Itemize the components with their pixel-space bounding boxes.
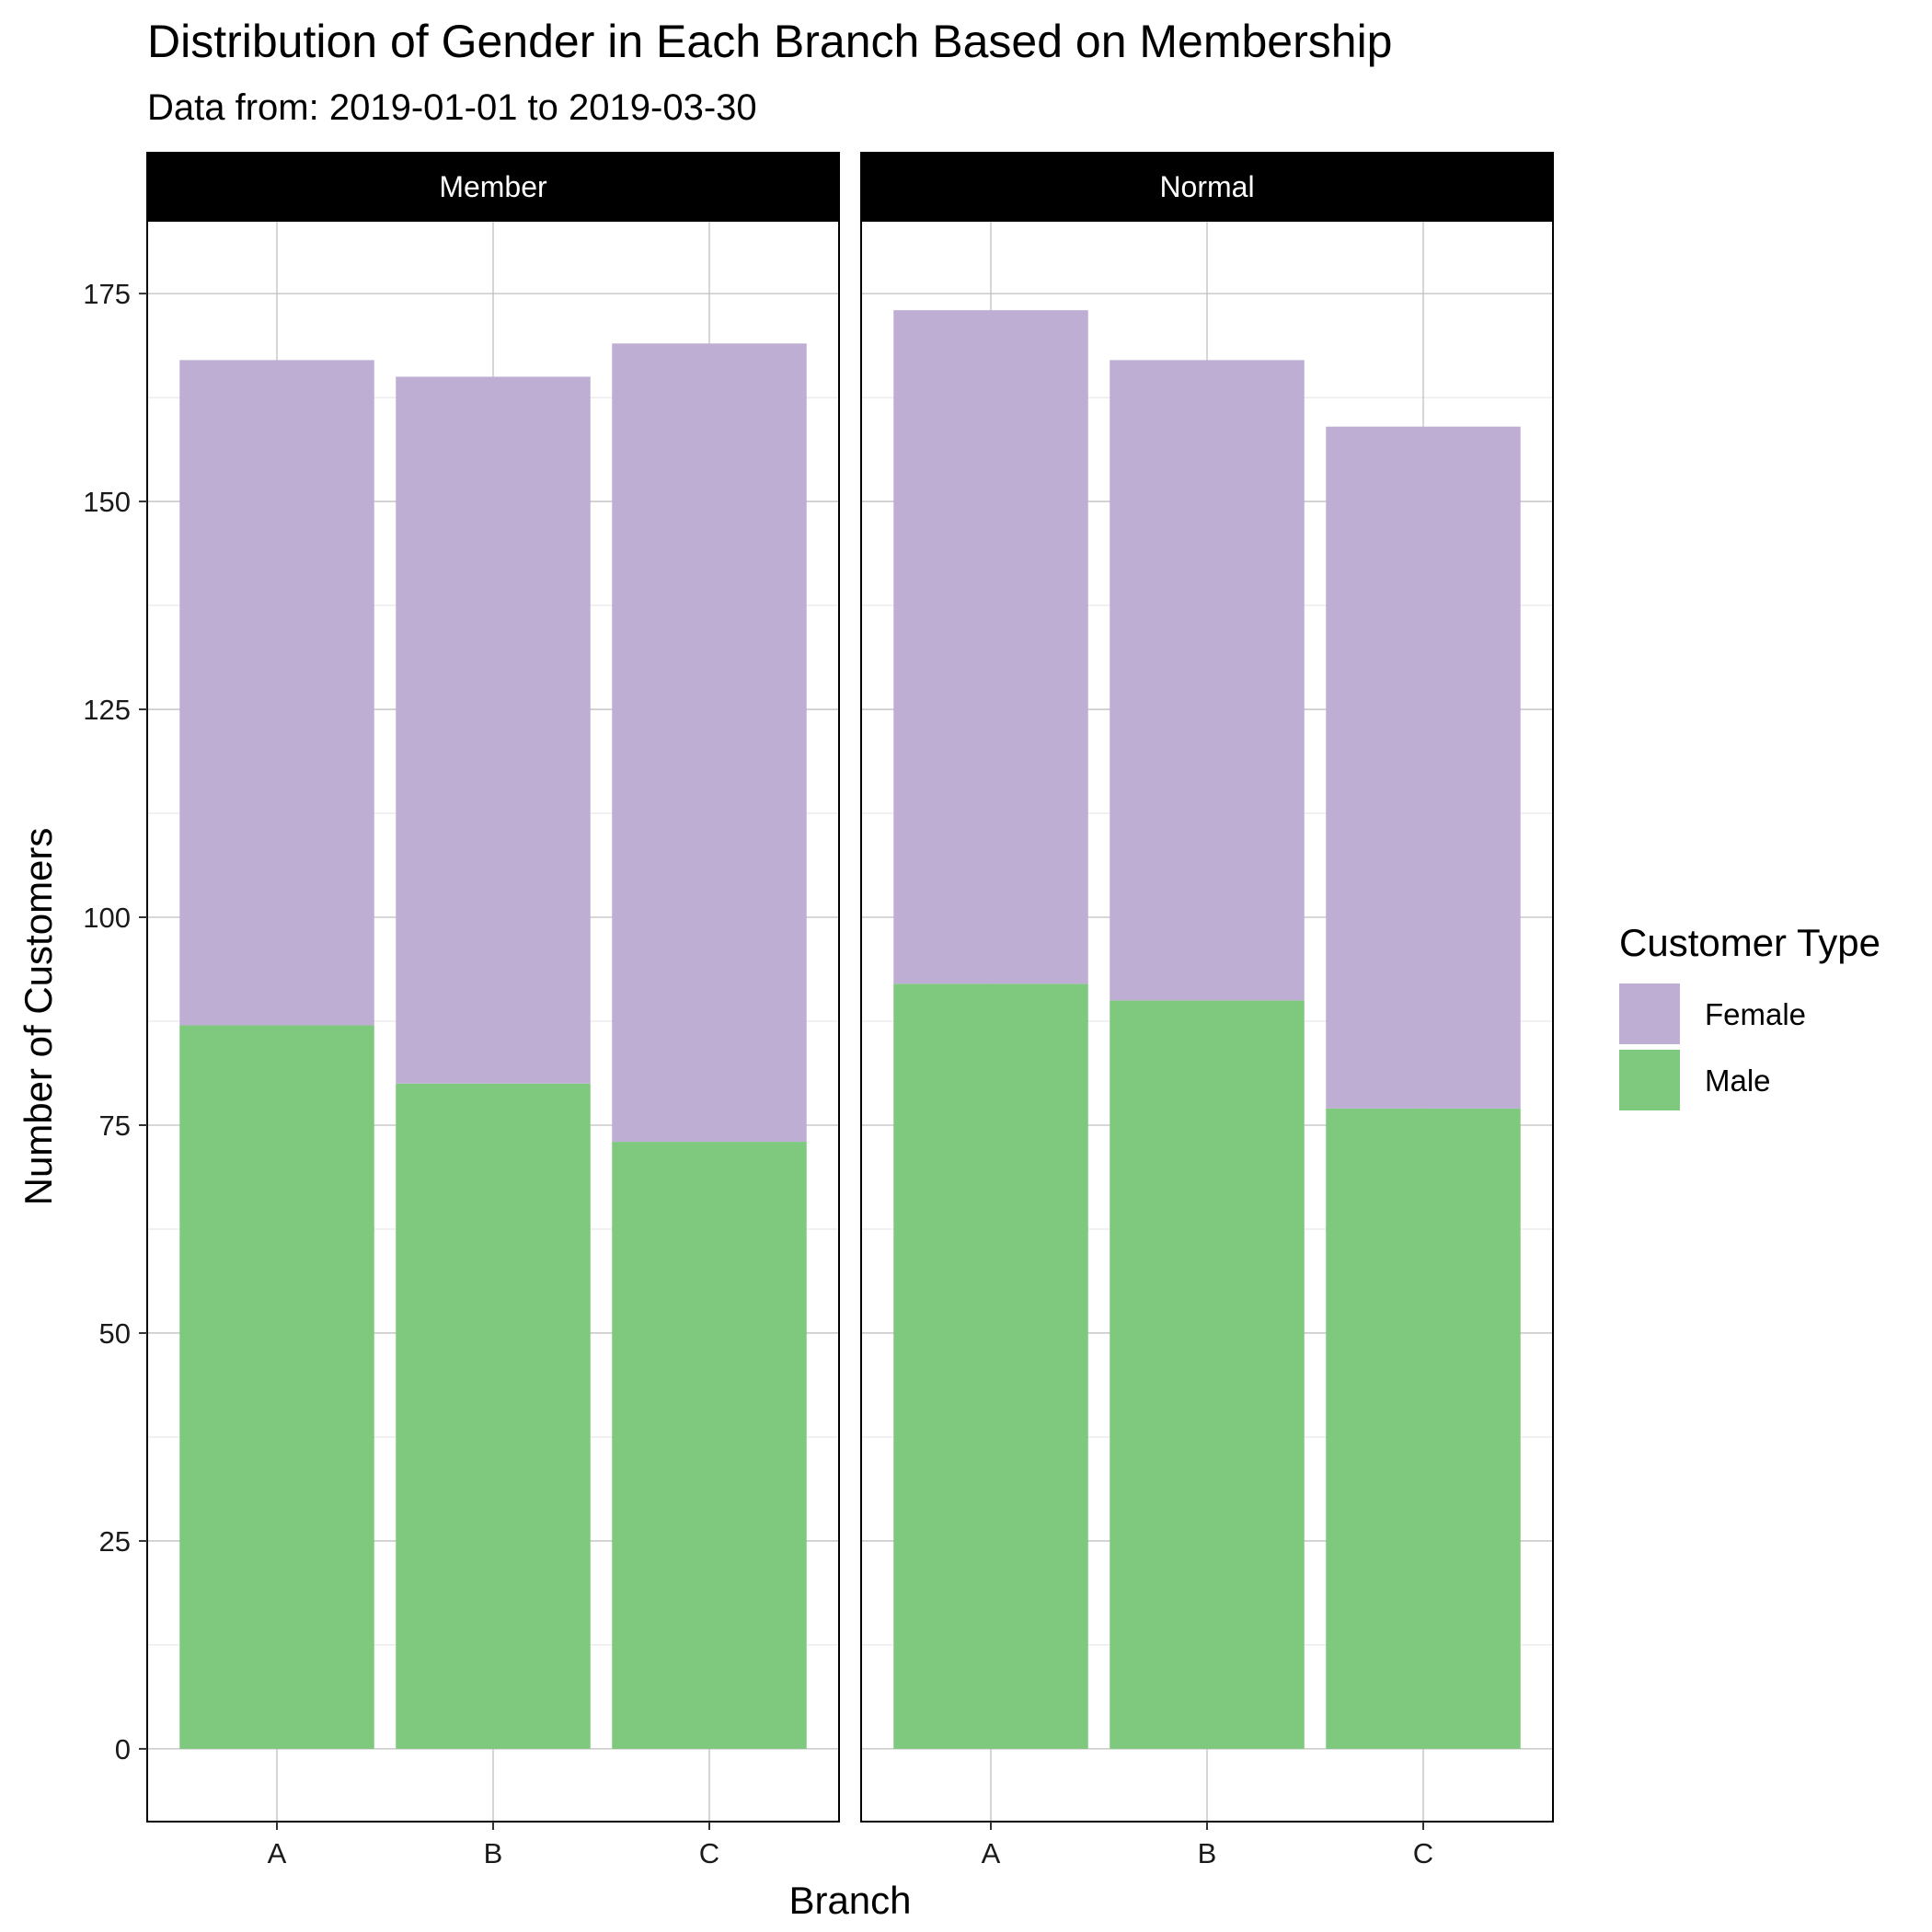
legend-label-female: Female	[1705, 997, 1806, 1031]
y-tick-label: 50	[99, 1317, 131, 1350]
chart-title: Distribution of Gender in Each Branch Ba…	[147, 16, 1393, 67]
legend-swatch-male	[1619, 1050, 1680, 1110]
bar-male-member-b	[396, 1083, 591, 1749]
y-tick-label: 0	[115, 1733, 131, 1765]
bar-female-normal-c	[1326, 426, 1521, 1109]
x-tick-label: C	[699, 1837, 719, 1869]
legend-swatch-female	[1619, 983, 1680, 1044]
bar-male-member-a	[179, 1025, 374, 1749]
legend: Customer Type Female Male	[1619, 921, 1880, 1110]
y-axis: 0 25 50 75 100 125 150 175	[83, 278, 147, 1765]
y-tick-label: 150	[83, 486, 131, 518]
x-tick-label: C	[1413, 1837, 1433, 1869]
x-tick-label: A	[982, 1837, 1001, 1869]
legend-label-male: Male	[1705, 1064, 1771, 1098]
bar-female-normal-b	[1110, 360, 1305, 1001]
y-tick-label: 25	[99, 1525, 131, 1558]
y-tick-label: 100	[83, 902, 131, 934]
strip-header	[146, 152, 840, 222]
panels-layer: Member Normal	[146, 152, 1554, 1823]
y-tick-label: 175	[83, 278, 131, 310]
bar-female-member-c	[612, 343, 807, 1143]
chart-subtitle: Data from: 2019-01-01 to 2019-03-30	[147, 87, 757, 128]
bar-female-normal-a	[893, 310, 1088, 984]
strip-label-member: Member	[439, 170, 547, 203]
x-axis-title: Branch	[788, 1879, 911, 1922]
legend-title: Customer Type	[1619, 921, 1880, 964]
y-axis-title: Number of Customers	[17, 828, 60, 1206]
panel-member: Member	[146, 152, 840, 1823]
bar-male-normal-a	[893, 983, 1088, 1749]
bar-male-member-c	[612, 1142, 807, 1749]
bar-male-normal-c	[1326, 1108, 1521, 1749]
x-tick-label: A	[268, 1837, 287, 1869]
y-tick-label: 75	[99, 1110, 131, 1142]
y-tick-label: 125	[83, 694, 131, 726]
panel-normal: Normal	[860, 152, 1554, 1823]
x-tick-label: B	[484, 1837, 503, 1869]
strip-header	[860, 152, 1554, 222]
x-tick-label: B	[1198, 1837, 1217, 1869]
strip-label-normal: Normal	[1159, 170, 1254, 203]
bar-male-normal-b	[1110, 1000, 1305, 1749]
bar-female-member-a	[179, 360, 374, 1026]
bar-female-member-b	[396, 376, 591, 1084]
